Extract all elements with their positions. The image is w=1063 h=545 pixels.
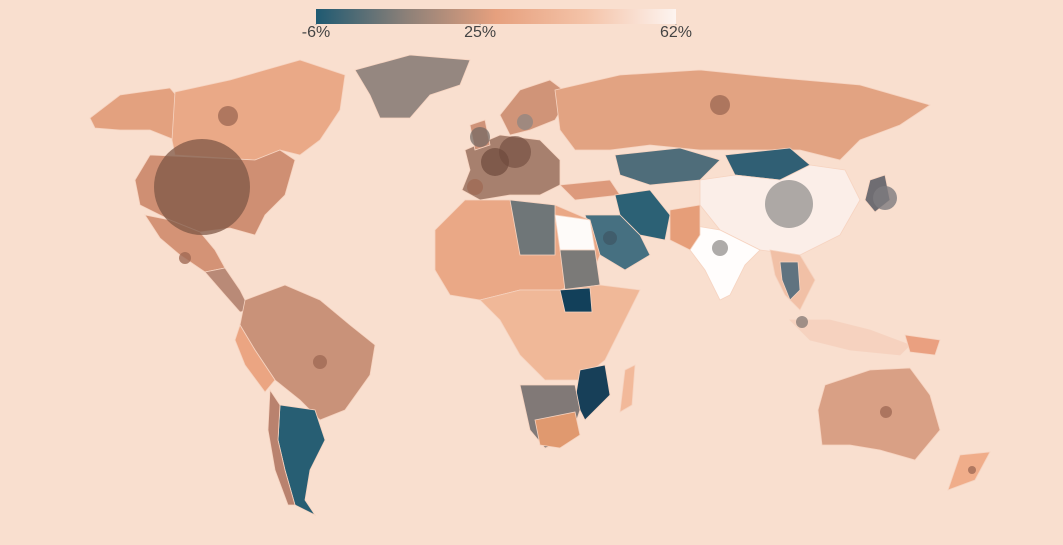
bubbles xyxy=(154,95,976,474)
bubble xyxy=(603,231,617,245)
egypt xyxy=(554,214,596,251)
australia xyxy=(817,367,941,461)
bubble xyxy=(712,240,728,256)
indonesia xyxy=(789,319,911,356)
bubble xyxy=(470,127,490,147)
bubble xyxy=(873,186,897,210)
argentina xyxy=(277,404,326,517)
pakistan xyxy=(669,204,701,251)
madagascar xyxy=(619,364,636,413)
bubble xyxy=(467,179,483,195)
central-america xyxy=(204,267,251,313)
bubble xyxy=(179,252,191,264)
thailand xyxy=(779,261,801,301)
bubble xyxy=(765,180,813,228)
russia xyxy=(554,69,931,161)
chile xyxy=(267,388,296,506)
bubble xyxy=(710,95,730,115)
bubble xyxy=(796,316,808,328)
south-africa xyxy=(534,411,581,449)
south-america-north xyxy=(239,284,376,421)
bubble xyxy=(313,355,327,369)
turkey xyxy=(559,179,621,201)
legend-label: -6% xyxy=(302,24,330,41)
libya xyxy=(509,199,556,256)
india xyxy=(689,224,761,301)
color-bar xyxy=(316,9,676,24)
legend-label: 25% xyxy=(464,24,496,41)
legend-label: 62% xyxy=(660,24,692,41)
bubble xyxy=(880,406,892,418)
mozambique xyxy=(574,364,611,421)
bubble xyxy=(218,106,238,126)
legend: -6% 25% 62% xyxy=(302,9,692,41)
central-africa xyxy=(479,284,641,381)
sudan xyxy=(559,249,601,291)
peru xyxy=(234,324,276,393)
bubble xyxy=(517,114,533,130)
greenland xyxy=(354,54,471,119)
papua xyxy=(904,334,941,356)
bubble xyxy=(968,466,976,474)
alaska xyxy=(89,87,181,141)
bubble xyxy=(154,139,250,235)
bubble xyxy=(499,136,531,168)
south-sudan xyxy=(559,287,593,313)
